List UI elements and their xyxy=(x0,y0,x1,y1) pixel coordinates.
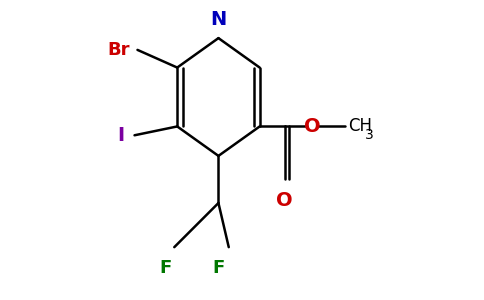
Text: O: O xyxy=(304,117,321,136)
Text: O: O xyxy=(276,191,293,210)
Text: 3: 3 xyxy=(365,128,374,142)
Text: N: N xyxy=(211,10,227,29)
Text: I: I xyxy=(117,126,124,145)
Text: CH: CH xyxy=(348,117,372,135)
Text: F: F xyxy=(159,259,171,277)
Text: F: F xyxy=(212,259,225,277)
Text: Br: Br xyxy=(107,41,130,59)
